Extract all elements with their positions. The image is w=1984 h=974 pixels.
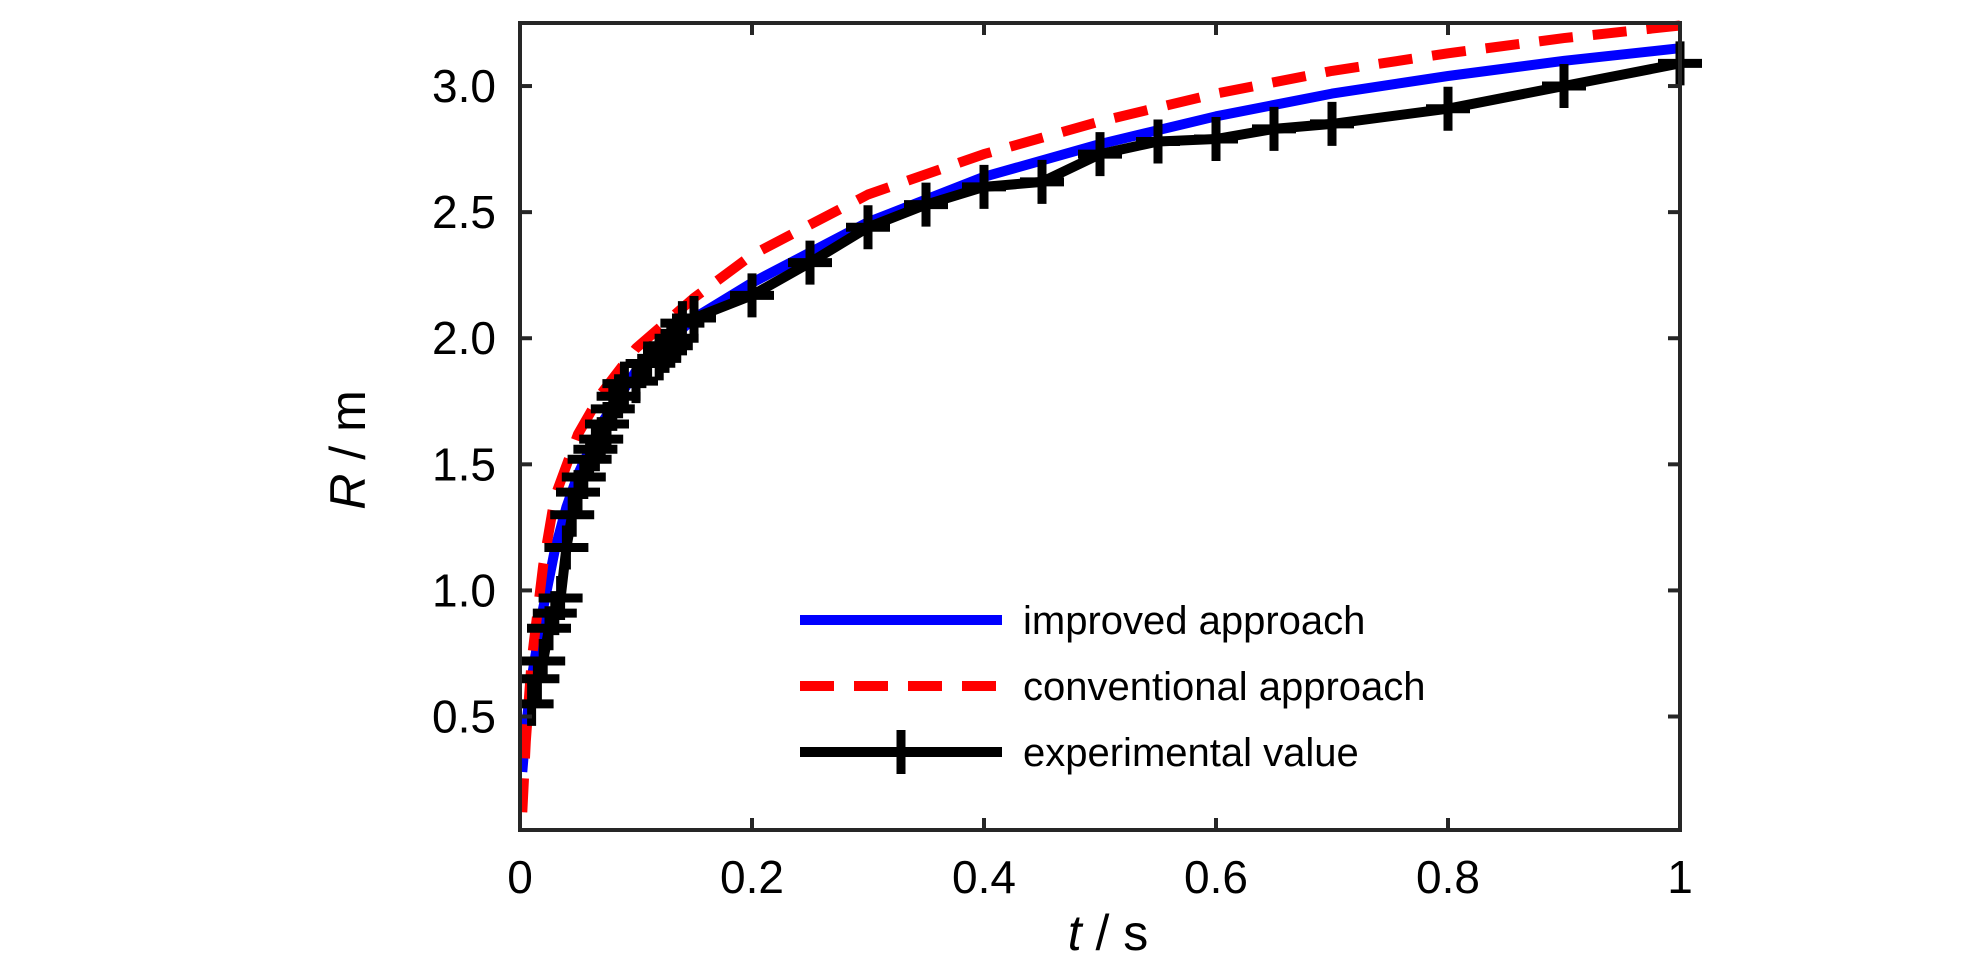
x-tick-label: 0.8 bbox=[1416, 851, 1480, 903]
data-point-marker bbox=[648, 323, 693, 368]
plot-series-group bbox=[520, 20, 1702, 813]
legend-label: improved approach bbox=[1023, 599, 1365, 643]
data-point-marker bbox=[538, 575, 583, 620]
legend-label: experimental value bbox=[1023, 731, 1359, 775]
data-point-marker bbox=[1542, 64, 1586, 109]
y-tick-label: 2.5 bbox=[432, 186, 496, 238]
axes-frame-group bbox=[518, 21, 1682, 832]
data-point-marker bbox=[544, 525, 589, 570]
y-tick-label: 2.0 bbox=[432, 312, 496, 364]
data-point-marker bbox=[1310, 101, 1354, 146]
data-point-marker bbox=[672, 296, 716, 341]
x-tick-label: 0 bbox=[507, 851, 533, 903]
plot-frame bbox=[518, 21, 1682, 832]
legend-label: conventional approach bbox=[1023, 665, 1426, 709]
data-point-marker bbox=[730, 273, 774, 318]
data-point-marker bbox=[521, 639, 566, 684]
y-axis-label-unit: / m bbox=[320, 390, 376, 473]
x-tick-label: 0.2 bbox=[720, 851, 784, 903]
data-point-marker bbox=[1136, 119, 1180, 164]
x-tick-label: 0.4 bbox=[952, 851, 1016, 903]
data-point-marker bbox=[550, 492, 595, 537]
data-point-marker bbox=[1252, 106, 1296, 151]
data-point-marker bbox=[1020, 159, 1064, 204]
data-point-marker bbox=[1426, 86, 1470, 131]
y-tick-label: 1.5 bbox=[432, 438, 496, 490]
legend: improved approach conventional approach ex… bbox=[800, 599, 1426, 775]
ticks-group: 0 0.2 0.4 0.6 0.8 1 0.5 1.0 1.5 2.0 2.5 3.0 bbox=[432, 23, 1693, 903]
y-tick-label: 0.5 bbox=[432, 691, 496, 743]
y-axis-label: R / m bbox=[320, 390, 376, 509]
x-tick-label: 0.6 bbox=[1184, 851, 1248, 903]
x-axis-label-unit: / s bbox=[1082, 905, 1149, 961]
series-line-conventional-approach bbox=[520, 20, 1681, 813]
legend-item: experimental value bbox=[800, 730, 1359, 775]
data-point-marker bbox=[846, 205, 890, 250]
data-point-marker bbox=[1194, 117, 1238, 162]
x-axis-label-var: t bbox=[1068, 905, 1084, 961]
legend-item: conventional approach bbox=[800, 665, 1426, 709]
data-point-marker bbox=[520, 681, 554, 726]
data-point-marker bbox=[1078, 132, 1122, 177]
y-tick-label: 3.0 bbox=[432, 60, 496, 112]
y-axis-label-var: R bbox=[320, 474, 376, 510]
data-point-marker bbox=[904, 182, 948, 227]
data-point-marker bbox=[573, 427, 618, 472]
y-tick-label: 1.0 bbox=[432, 564, 496, 616]
x-tick-label: 1 bbox=[1667, 851, 1693, 903]
data-point-marker bbox=[788, 240, 832, 285]
x-axis-label: t / s bbox=[1068, 905, 1149, 961]
legend-item: improved approach bbox=[800, 599, 1365, 643]
data-point-marker bbox=[962, 164, 1006, 209]
